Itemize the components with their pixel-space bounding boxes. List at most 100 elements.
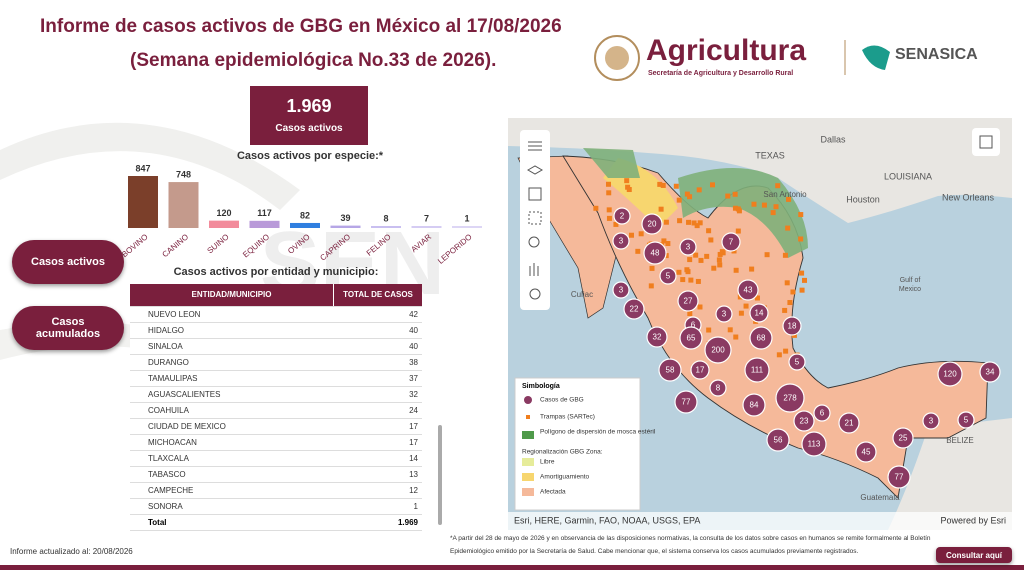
- trap: [798, 236, 804, 242]
- cluster: [801, 431, 827, 457]
- map-toolbar: [520, 130, 550, 310]
- kpi-label: Casos activos: [275, 123, 343, 134]
- trap: [697, 220, 703, 226]
- cell-value: 13: [333, 466, 422, 483]
- total-value: 1.969: [333, 514, 422, 531]
- title: Informe de casos activos de GBG en Méxic…: [40, 16, 562, 37]
- map-label: Guatemala: [860, 493, 900, 502]
- icon-user[interactable]: [529, 288, 541, 300]
- trap: [684, 267, 690, 273]
- logos: Agricultura Secretaría de Agricultura y …: [594, 34, 978, 81]
- trap: [735, 228, 741, 234]
- column-header: TOTAL DE CASOS: [333, 284, 422, 307]
- x-tick-label: CAPRINO: [318, 232, 352, 262]
- cluster-label: 45: [862, 448, 871, 457]
- trap: [799, 287, 805, 293]
- cluster-label: 43: [744, 286, 753, 295]
- cluster-label: 68: [757, 334, 766, 343]
- trap: [732, 205, 738, 211]
- icon-chart[interactable]: [529, 263, 539, 276]
- logo-text: SENASICA: [895, 46, 978, 63]
- x-tick-label: BOVINO: [120, 232, 150, 259]
- button[interactable]: Casos acumulados: [12, 306, 124, 350]
- emblem: [594, 35, 640, 81]
- legend-symbol: [524, 396, 532, 404]
- data-label: 847: [135, 163, 150, 173]
- table: ENTIDAD/MUNICIPIO TOTAL DE CASOS NUEVO L…: [130, 284, 422, 531]
- cluster-label: 5: [964, 416, 969, 425]
- icon-select[interactable]: [528, 211, 542, 225]
- cluster: [887, 465, 911, 489]
- cluster-label: 20: [648, 220, 657, 229]
- trap: [783, 348, 789, 354]
- land-central-america: [888, 418, 1012, 530]
- x-tick-label: EQUINO: [241, 232, 271, 259]
- bar: [330, 225, 361, 228]
- legend-symbol: [526, 415, 530, 419]
- map-label: Dallas: [820, 134, 846, 144]
- trap: [738, 310, 744, 316]
- note: *A partir del 28 de mayo de 2026 y en ob…: [450, 535, 931, 542]
- cluster-label: 84: [750, 401, 759, 410]
- cluster: [623, 298, 645, 320]
- bottom-bar: [0, 565, 1024, 570]
- icon-menu[interactable]: [528, 141, 542, 151]
- logo-text: Agricultura: [646, 34, 806, 67]
- cluster-label: 200: [711, 346, 725, 355]
- trap: [638, 231, 644, 237]
- button[interactable]: Casos activos: [12, 240, 124, 284]
- trap: [773, 204, 779, 210]
- cluster-label: 32: [653, 333, 662, 342]
- legend-box: [514, 377, 641, 511]
- trap: [761, 202, 767, 208]
- map: Dallas TEXAS LOUISIANA San Antonio Houston Ne…: [508, 118, 1012, 530]
- trap: [791, 332, 797, 338]
- chart-title: Casos activos por especie:*: [237, 150, 384, 162]
- legend-subtitle: Regionalización GBG Zona:: [522, 449, 603, 456]
- cell-value: 32: [333, 386, 422, 403]
- cluster: [838, 412, 860, 434]
- trap: [635, 248, 641, 254]
- cell-value: 40: [333, 322, 422, 339]
- cluster-label: 5: [795, 358, 800, 367]
- trap: [628, 232, 634, 238]
- trap: [790, 289, 796, 295]
- icon-layers[interactable]: [526, 165, 544, 175]
- cluster-label: 3: [619, 237, 624, 246]
- table-row: SINALOA 40: [130, 338, 422, 355]
- table-row: TLAXCALA 14: [130, 450, 422, 467]
- trap: [694, 223, 700, 229]
- cluster-label: 111: [751, 366, 764, 375]
- icon-list: [979, 135, 993, 149]
- trap: [749, 266, 755, 272]
- legend-label: Afectada: [540, 489, 566, 496]
- link-button[interactable]: Consultar aquí: [936, 547, 1012, 563]
- trap: [660, 182, 666, 188]
- cell-name: DURANGO: [130, 354, 334, 371]
- trap: [785, 225, 791, 231]
- map-label: Culiac: [571, 290, 593, 299]
- map-list-button[interactable]: [972, 128, 1000, 156]
- map-label: LOUISIANA: [884, 171, 932, 181]
- cluster: [793, 410, 815, 432]
- map-label: Mexico: [899, 286, 921, 293]
- icon-qr[interactable]: [528, 187, 542, 201]
- map-label: San Antonio: [763, 190, 807, 199]
- cell-name: SONORA: [130, 498, 334, 515]
- trap: [787, 300, 793, 306]
- cluster: [677, 290, 699, 312]
- trap: [698, 257, 704, 263]
- cluster: [749, 303, 769, 323]
- table-row: TABASCO 13: [130, 466, 422, 483]
- updated: Informe actualizado al: 20/08/2026: [10, 547, 133, 556]
- table-row: CIUDAD DE MEXICO 17: [130, 418, 422, 435]
- table-row: NUEVO LEON 42: [130, 306, 422, 323]
- powered-by: Powered by Esri: [940, 515, 1006, 525]
- map-label: Houston: [846, 194, 880, 204]
- icon-search[interactable]: [528, 236, 540, 248]
- trap: [658, 206, 664, 212]
- trap: [782, 252, 788, 258]
- cluster-label: 3: [686, 243, 691, 252]
- trap: [687, 310, 693, 316]
- scrollbar[interactable]: [438, 425, 442, 525]
